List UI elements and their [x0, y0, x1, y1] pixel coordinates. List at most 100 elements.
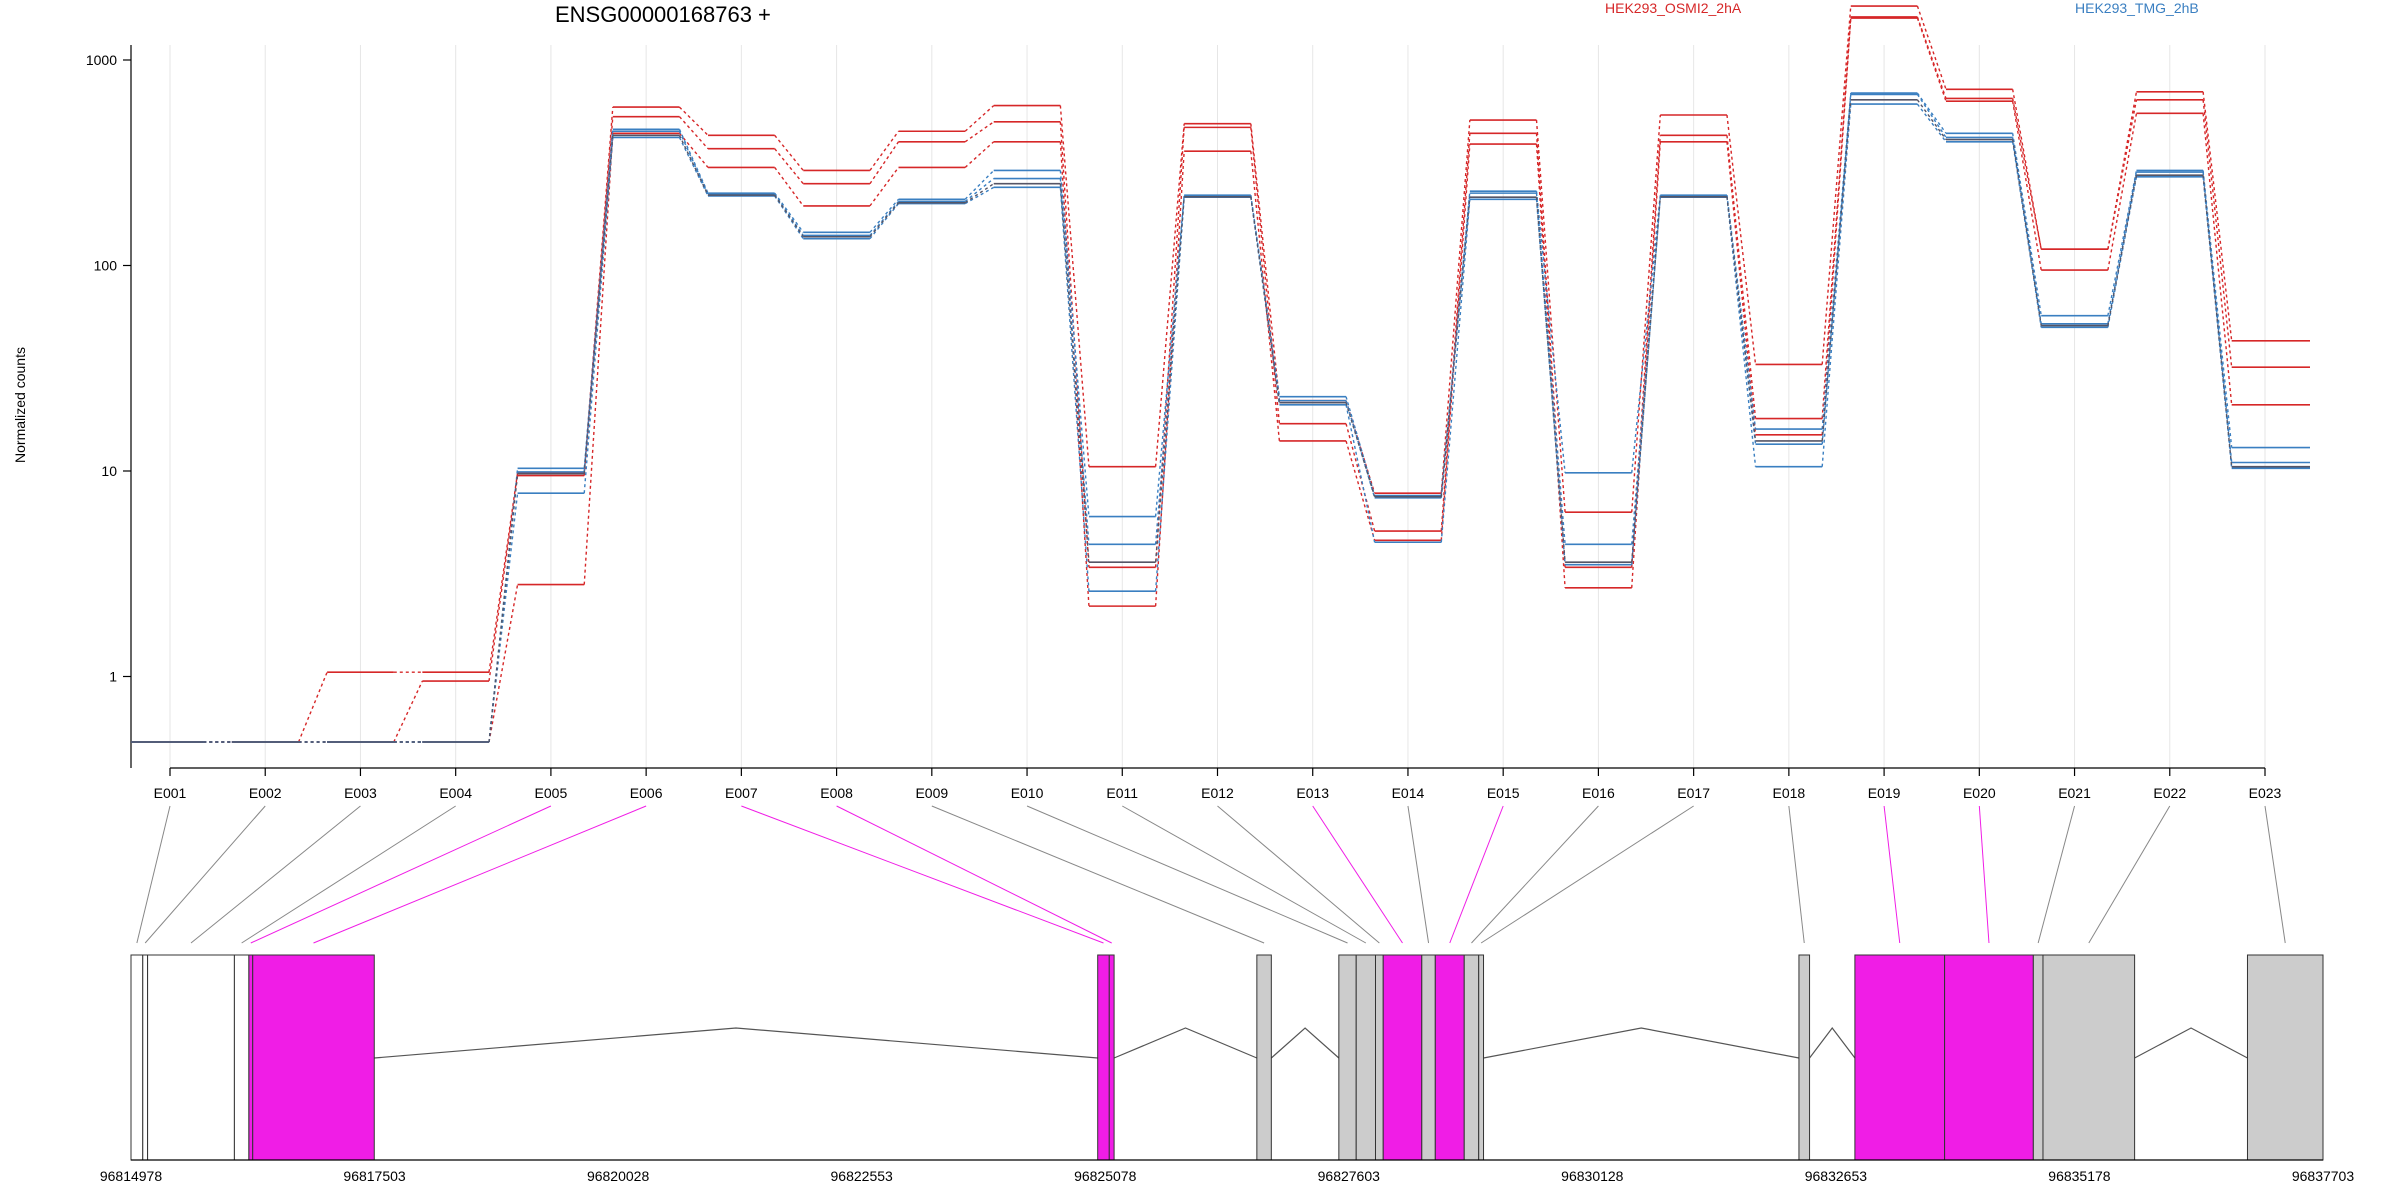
series-4-transition	[1154, 195, 1185, 545]
series-6-transition	[774, 194, 804, 238]
coordinate-tick-label: 96835178	[2048, 1168, 2111, 1184]
x-tick-label-e013: E013	[1296, 785, 1329, 801]
series-3-transition	[964, 169, 995, 200]
x-tick-label-e021: E021	[2058, 785, 2091, 801]
exon-block-e018	[1798, 954, 1811, 1161]
series-3-transition	[1535, 191, 1566, 473]
connector-e017	[1480, 805, 1694, 944]
series-6-transition	[1250, 196, 1281, 403]
connector-e006	[313, 805, 647, 944]
series-1	[131, 16, 2310, 743]
y-tick-label: 1	[109, 668, 117, 684]
series-3-transition	[774, 192, 804, 233]
x-tick-label-e014: E014	[1392, 785, 1425, 801]
series-2-transition	[774, 167, 804, 207]
series-3-transition	[1916, 92, 1947, 134]
series-5-transition	[1631, 197, 1662, 565]
series-1-transition	[2011, 98, 2042, 250]
series-3-transition	[869, 198, 900, 233]
series-3-transition	[2107, 170, 2138, 316]
series-0-transition	[1535, 120, 1566, 513]
x-tick-label-e010: E010	[1011, 785, 1044, 801]
connector-e004	[241, 805, 456, 944]
series-2-transition	[1345, 440, 1376, 541]
coordinate-tick-label: 96832653	[1805, 1168, 1868, 1184]
exon-block-e007	[1097, 954, 1110, 1161]
series-5-transition	[774, 195, 804, 240]
connector-e007	[741, 805, 1104, 944]
series-4-transition	[1916, 94, 1947, 138]
series-2-transition	[678, 132, 709, 168]
series-0-transition	[869, 130, 900, 171]
y-tick-label: 1000	[86, 52, 117, 68]
series-0-transition	[1440, 120, 1471, 494]
connector-e018	[1788, 805, 1805, 944]
legend-entry-tmg: HEK293_TMG_2hB	[2075, 0, 2199, 16]
legend-entry-osmi2: HEK293_OSMI2_2hA	[1605, 0, 1742, 16]
series-6-transition	[1345, 402, 1376, 497]
series-0-transition	[1916, 5, 1947, 90]
series-3-transition	[1631, 195, 1662, 473]
series-3-transition	[1345, 396, 1376, 496]
y-tick-label: 10	[101, 463, 117, 479]
coordinate-tick-label: 96837703	[2292, 1168, 2355, 1184]
exon-block-e008	[1108, 954, 1115, 1161]
exon-block-e010	[1338, 954, 1357, 1161]
x-tick-label-e009: E009	[915, 785, 948, 801]
series-1-transition	[678, 116, 709, 150]
exon-block-e023	[2246, 954, 2324, 1161]
x-tick-label-e002: E002	[249, 785, 282, 801]
series-2-transition	[1535, 143, 1566, 588]
exon-block-e020	[1944, 954, 2034, 1161]
series-5-transition	[1821, 104, 1852, 467]
series-5-transition	[1535, 199, 1566, 565]
series-1-transition	[393, 680, 423, 743]
series-2-transition	[1821, 18, 1852, 435]
exon-connectors	[136, 805, 2286, 944]
x-tick-label-e012: E012	[1201, 785, 1234, 801]
exon-block-e001	[130, 954, 144, 1161]
x-tick-label-e019: E019	[1868, 785, 1901, 801]
series-1-transition	[1535, 133, 1566, 568]
coordinate-tick-label: 96817503	[343, 1168, 406, 1184]
x-tick-label-e023: E023	[2249, 785, 2282, 801]
coordinate-tick-label: 96822553	[831, 1168, 894, 1184]
series-3-transition	[1821, 93, 1852, 430]
series-2-transition	[869, 167, 900, 207]
series-1-transition	[1345, 423, 1376, 532]
connector-e012	[1217, 805, 1380, 944]
exon-block-e013	[1382, 954, 1423, 1161]
series-2-transition	[1726, 141, 1757, 435]
series-6-transition	[678, 135, 709, 196]
connector-e003	[190, 805, 361, 944]
series-4-transition	[869, 200, 900, 236]
series-5-transition	[1345, 404, 1376, 543]
series-0-transition	[1250, 123, 1281, 401]
connector-e022	[2088, 805, 2171, 944]
x-tick-label-e020: E020	[1963, 785, 1996, 801]
x-tick-label-e018: E018	[1773, 785, 1806, 801]
exon-block-e017	[1478, 954, 1485, 1161]
connector-e009	[931, 805, 1265, 944]
intron-4	[1809, 1027, 1856, 1059]
connector-e015	[1449, 805, 1504, 944]
exon-block-e003	[147, 954, 235, 1161]
series-2-transition	[2107, 113, 2138, 271]
axes: 1 10 100 1000 E001 E002 E003 E004 E005 E006 E007 E0…	[86, 45, 2282, 801]
connector-e016	[1471, 805, 1599, 944]
coordinate-tick-label: 96830128	[1561, 1168, 1624, 1184]
x-tick-label-e017: E017	[1677, 785, 1710, 801]
series-3-transition	[1726, 195, 1757, 430]
series-6-transition	[1916, 99, 1947, 140]
exon-block-e015	[1434, 954, 1465, 1161]
connector-e014	[1407, 805, 1430, 944]
connector-e019	[1883, 805, 1901, 944]
series-6-transition	[2202, 175, 2233, 467]
series-6-transition	[583, 135, 614, 474]
exon-block-e004	[233, 954, 250, 1161]
intron-1	[1113, 1027, 1258, 1059]
series-4-transition	[1821, 94, 1852, 445]
connector-e021	[2037, 805, 2076, 944]
gridlines	[169, 45, 2266, 768]
series-6	[131, 99, 2310, 743]
